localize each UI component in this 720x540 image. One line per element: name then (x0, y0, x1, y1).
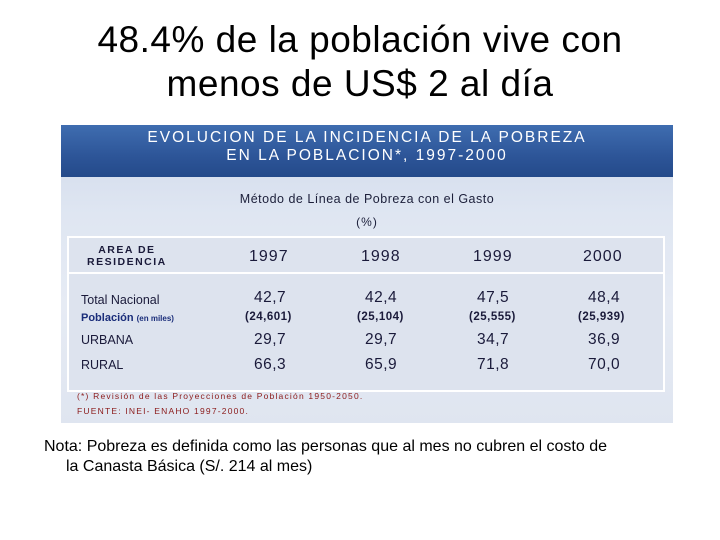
table-cell: 29,7 (254, 331, 287, 348)
row-label-total-nacional: Total Nacional (81, 293, 160, 307)
note-line2: la Canasta Básica (S/. 214 al mes) (66, 458, 313, 475)
table-cell: (25,104) (357, 311, 404, 323)
year-header-1999: 1999 (473, 248, 513, 265)
table-cell: 65,9 (365, 356, 398, 373)
table-cell: 29,7 (365, 331, 398, 348)
table-cell: (24,601) (245, 311, 292, 323)
row-label-rural: RURAL (81, 358, 124, 372)
table-cell: 34,7 (477, 331, 510, 348)
year-header-1997: 1997 (249, 248, 289, 265)
table-cell: 42,4 (365, 289, 398, 306)
poverty-table-figure: EVOLUCION DE LA INCIDENCIA DE LA POBREZA… (61, 125, 673, 423)
row-label-urbana: URBANA (81, 333, 134, 347)
slide-title-line1: 48.4% de la población vive con (97, 19, 623, 60)
figure-banner: EVOLUCION DE LA INCIDENCIA DE LA POBREZA… (61, 125, 673, 177)
header-divider (69, 272, 663, 274)
slide-title: 48.4% de la población vive con menos de … (0, 18, 720, 106)
table-cell: 48,4 (588, 289, 621, 306)
table-cell: (25,939) (578, 311, 625, 323)
table-cell: 47,5 (477, 289, 510, 306)
slide-title-line2: menos de US$ 2 al día (166, 63, 554, 104)
poverty-table: AREA DE RESIDENCIA 1997 1998 1999 2000 T… (67, 236, 665, 392)
footnote-note: Nota: Pobreza es definida como las perso… (44, 437, 704, 477)
banner-line2: EN LA POBLACION*, 1997-2000 (226, 147, 508, 164)
footnote-projections: (*) Revisión de las Proyecciones de Pobl… (77, 391, 364, 401)
figure-unit: (%) (356, 215, 378, 229)
table-cell: 66,3 (254, 356, 287, 373)
table-cell: (25,555) (469, 311, 516, 323)
area-header-line2: RESIDENCIA (87, 256, 167, 268)
area-header: AREA DE RESIDENCIA (87, 244, 167, 268)
row-label-poblacion: Población (en miles) (81, 312, 174, 324)
table-cell: 42,7 (254, 289, 287, 306)
poblacion-sublabel: (en miles) (136, 314, 174, 323)
table-cell: 71,8 (477, 356, 510, 373)
year-header-2000: 2000 (583, 248, 623, 265)
footnote-source: FUENTE: INEI- ENAHO 1997-2000. (77, 406, 250, 416)
figure-subtitle: Método de Línea de Pobreza con el Gasto (239, 192, 495, 206)
year-header-1998: 1998 (361, 248, 401, 265)
poblacion-label: Población (81, 312, 134, 324)
area-header-line1: AREA DE (98, 244, 156, 256)
table-cell: 36,9 (588, 331, 621, 348)
table-cell: 70,0 (588, 356, 621, 373)
note-line1: Nota: Pobreza es definida como las perso… (44, 438, 607, 455)
banner-line1: EVOLUCION DE LA INCIDENCIA DE LA POBREZA (147, 129, 587, 146)
